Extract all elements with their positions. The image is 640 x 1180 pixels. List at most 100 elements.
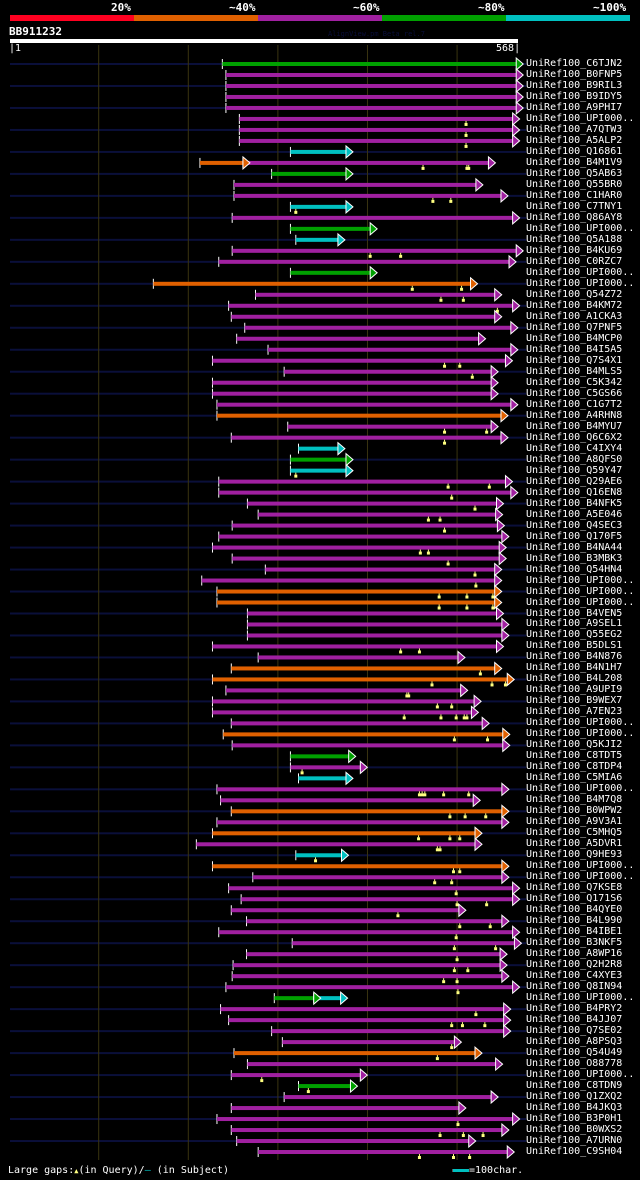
- hit-label[interactable]: UniRef100_B4QYE0: [526, 904, 623, 916]
- hit-label[interactable]: UniRef100_C6TJN2: [526, 58, 623, 69]
- hit-label[interactable]: UniRef100_B4M1V9: [526, 156, 623, 168]
- hit-label[interactable]: UniRef100_B3P0H1: [526, 1113, 623, 1125]
- hit-label[interactable]: UniRef100_Q170F5: [526, 530, 623, 542]
- hit-label[interactable]: UniRef100_B4MLS5: [526, 365, 623, 377]
- hit-label[interactable]: UniRef100_C8TDT5: [526, 750, 623, 762]
- hit-label[interactable]: UniRef100_B4MCP0: [526, 332, 623, 344]
- hit-label[interactable]: UniRef100_A7QTW3: [526, 123, 623, 135]
- hit-label[interactable]: UniRef100_C7TNY1: [526, 200, 623, 212]
- hit-label[interactable]: UniRef100_Q5A188: [526, 233, 623, 245]
- hit-label[interactable]: UniRef100_A9UPI9: [526, 684, 623, 696]
- hit-label[interactable]: UniRef100_C5K342: [526, 376, 623, 388]
- hit-label[interactable]: UniRef100_Q9HE93: [526, 849, 623, 861]
- hit-label[interactable]: UniRef100_A9PHI7: [526, 101, 623, 113]
- hit-label[interactable]: UniRef100_Q16EN8: [526, 486, 623, 498]
- hit-label[interactable]: UniRef100_Q2H2R8: [526, 959, 623, 971]
- hit-label[interactable]: UniRef100_B4N876: [526, 651, 623, 663]
- hit-label[interactable]: UniRef100_B4KU69: [526, 244, 623, 256]
- hit-label[interactable]: UniRef100_B4MYU7: [526, 420, 623, 432]
- hit-label[interactable]: UniRef100_Q4SEC3: [526, 519, 623, 531]
- hit-label[interactable]: UniRef100_C4XYE3: [526, 970, 623, 982]
- hit-label[interactable]: UniRef100_B9RIL3: [526, 79, 623, 91]
- hit-label[interactable]: UniRef100_C8TDN9: [526, 1080, 623, 1092]
- hit-label[interactable]: UniRef100_Q5AB63: [526, 167, 623, 179]
- hit-label[interactable]: UniRef100_A8WP16: [526, 948, 623, 960]
- hit-label[interactable]: UniRef100_A4RHN8: [526, 409, 623, 421]
- hit-label[interactable]: UniRef100_UPI000..: [526, 277, 635, 289]
- hit-label[interactable]: UniRef100_C9SH04: [526, 1146, 623, 1157]
- hit-label[interactable]: UniRef100_UPI000..: [526, 596, 635, 608]
- hit-label[interactable]: UniRef100_C5MIA6: [526, 772, 623, 784]
- hit-label[interactable]: UniRef100_Q16861: [526, 145, 623, 157]
- hit-label[interactable]: UniRef100_Q55BR0: [526, 178, 623, 190]
- hit-label[interactable]: UniRef100_B9IDY5: [526, 90, 623, 102]
- hit-label[interactable]: UniRef100_B0WXS2: [526, 1124, 623, 1136]
- hit-label[interactable]: UniRef100_UPI000..: [526, 574, 635, 586]
- hit-label[interactable]: UniRef100_B4L208: [526, 673, 623, 685]
- hit-label[interactable]: UniRef100_Q7SE02: [526, 1025, 623, 1037]
- hit-label[interactable]: UniRef100_A8QFS0: [526, 453, 623, 465]
- hit-label[interactable]: UniRef100_B4I5A5: [526, 343, 623, 355]
- hit-label[interactable]: UniRef100_UPI000..: [526, 585, 635, 597]
- hit-label[interactable]: UniRef100_Q171S6: [526, 893, 623, 905]
- hit-label[interactable]: UniRef100_UPI000..: [526, 717, 635, 729]
- hit-label[interactable]: UniRef100_UPI000..: [526, 992, 635, 1004]
- hit-label[interactable]: UniRef100_C5GS66: [526, 387, 623, 399]
- hit-label[interactable]: UniRef100_UPI000..: [526, 222, 635, 234]
- hit-label[interactable]: UniRef100_C0RZC7: [526, 255, 623, 267]
- hit-label[interactable]: UniRef100_A8PSQ3: [526, 1036, 623, 1048]
- hit-label[interactable]: UniRef100_Q55EG2: [526, 629, 623, 641]
- hit-label[interactable]: UniRef100_UPI000..: [526, 783, 635, 795]
- hit-label[interactable]: UniRef100_A1CKA3: [526, 310, 623, 322]
- hit-label[interactable]: UniRef100_B3NKF5: [526, 937, 623, 949]
- hit-label[interactable]: UniRef100_B4JKQ3: [526, 1102, 623, 1114]
- hit-label[interactable]: UniRef100_A7EN23: [526, 706, 623, 718]
- hit-label[interactable]: UniRef100_Q54HN4: [526, 563, 623, 575]
- hit-label[interactable]: UniRef100_B4NA44: [526, 541, 623, 553]
- hit-label[interactable]: UniRef100_B9WEX7: [526, 695, 623, 707]
- hit-label[interactable]: UniRef100_B4PRY2: [526, 1003, 623, 1015]
- hit-label[interactable]: UniRef100_C4IXY4: [526, 442, 623, 454]
- hit-label[interactable]: UniRef100_A9V3A1: [526, 816, 623, 828]
- hit-label[interactable]: UniRef100_B4L990: [526, 915, 623, 927]
- hit-label[interactable]: UniRef100_UPI000..: [526, 1069, 635, 1081]
- hit-label[interactable]: UniRef100_Q1ZXQ2: [526, 1091, 623, 1103]
- hit-label[interactable]: UniRef100_UPI000..: [526, 728, 635, 740]
- hit-label[interactable]: UniRef100_Q7S4X1: [526, 354, 623, 366]
- hit-label[interactable]: UniRef100_O88778: [526, 1058, 623, 1070]
- hit-label[interactable]: UniRef100_UPI000..: [526, 871, 635, 883]
- hit-label[interactable]: UniRef100_UPI000..: [526, 112, 635, 124]
- hit-label[interactable]: UniRef100_C1HAR0: [526, 189, 623, 201]
- hit-label[interactable]: UniRef100_Q7KSE8: [526, 882, 623, 894]
- hit-label[interactable]: UniRef100_B0FNP5: [526, 68, 623, 80]
- hit-label[interactable]: UniRef100_Q54U49: [526, 1047, 623, 1059]
- hit-label[interactable]: UniRef100_B4M7Q8: [526, 794, 623, 806]
- hit-label[interactable]: UniRef100_B4IBE1: [526, 926, 623, 938]
- hit-label[interactable]: UniRef100_Q54Z72: [526, 288, 623, 300]
- hit-label[interactable]: UniRef100_A5DVR1: [526, 838, 623, 850]
- hit-label[interactable]: UniRef100_B4NFK5: [526, 497, 623, 509]
- hit-label[interactable]: UniRef100_A9SEL1: [526, 618, 623, 630]
- hit-label[interactable]: UniRef100_C8TDP4: [526, 761, 623, 773]
- hit-label[interactable]: UniRef100_B3MBK3: [526, 552, 623, 564]
- hit-label[interactable]: UniRef100_A5E046: [526, 508, 623, 520]
- hit-label[interactable]: UniRef100_C5MHQ5: [526, 827, 623, 839]
- hit-label[interactable]: UniRef100_B4JJ07: [526, 1014, 623, 1026]
- hit-label[interactable]: UniRef100_B4KM72: [526, 299, 623, 311]
- hit-label[interactable]: UniRef100_UPI000..: [526, 860, 635, 872]
- hit-label[interactable]: UniRef100_B0WPW2: [526, 805, 623, 817]
- hit-label[interactable]: UniRef100_Q7PNF5: [526, 321, 623, 333]
- hit-label[interactable]: UniRef100_Q8IN94: [526, 981, 623, 993]
- hit-label[interactable]: UniRef100_Q5KJI2: [526, 739, 623, 751]
- hit-label[interactable]: UniRef100_Q86AY8: [526, 211, 623, 223]
- hit-label[interactable]: UniRef100_Q6C6X2: [526, 431, 623, 443]
- hit-label[interactable]: UniRef100_A7URN0: [526, 1135, 623, 1147]
- hit-label[interactable]: UniRef100_B5DLS1: [526, 640, 623, 652]
- hit-label[interactable]: UniRef100_Q29AE6: [526, 475, 623, 487]
- hit-label[interactable]: UniRef100_B4VEN5: [526, 607, 623, 619]
- hit-label[interactable]: UniRef100_B4N1H7: [526, 662, 623, 674]
- hit-label[interactable]: UniRef100_A5ALP2: [526, 134, 623, 146]
- hit-label[interactable]: UniRef100_UPI000..: [526, 266, 635, 278]
- hit-label[interactable]: UniRef100_C1G7T2: [526, 398, 623, 410]
- hit-label[interactable]: UniRef100_Q59Y47: [526, 464, 623, 476]
